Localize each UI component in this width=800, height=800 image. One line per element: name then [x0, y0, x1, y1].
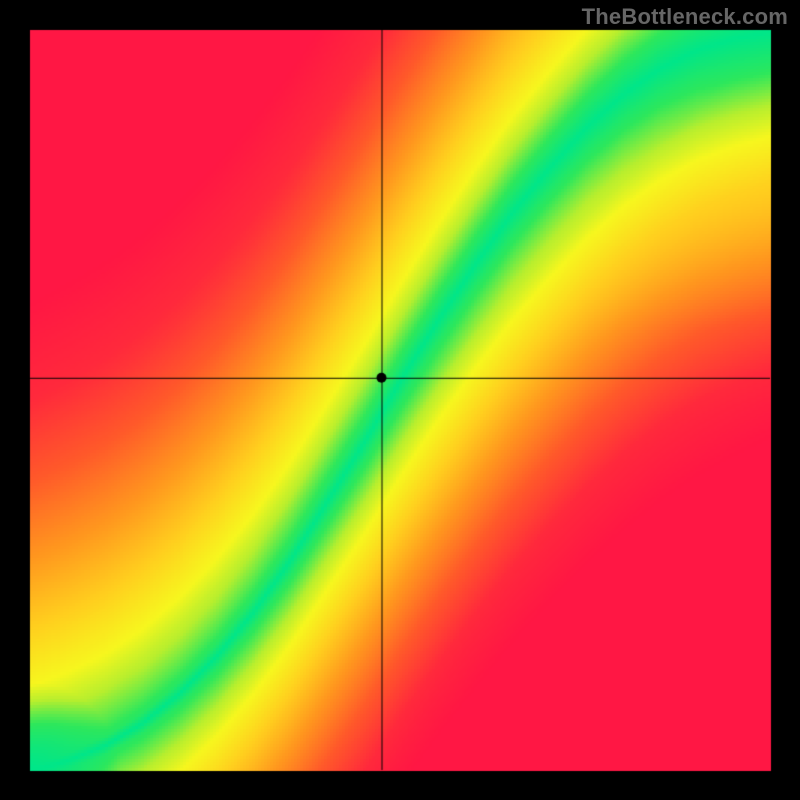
watermark-text: TheBottleneck.com — [582, 4, 788, 30]
chart-container: TheBottleneck.com — [0, 0, 800, 800]
bottleneck-heatmap — [0, 0, 800, 800]
